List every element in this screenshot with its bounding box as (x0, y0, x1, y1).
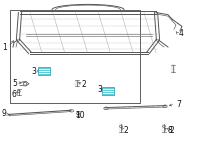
Text: 2: 2 (169, 126, 174, 135)
Text: 3: 3 (31, 67, 36, 76)
Text: 5: 5 (12, 78, 17, 88)
FancyBboxPatch shape (38, 67, 50, 75)
Text: 10: 10 (75, 111, 85, 120)
Text: 6: 6 (12, 90, 17, 99)
Text: 9: 9 (2, 109, 7, 118)
Text: 2: 2 (81, 80, 86, 89)
Text: 7: 7 (176, 100, 181, 109)
Text: 8: 8 (167, 126, 172, 135)
Text: 1: 1 (3, 42, 7, 52)
FancyBboxPatch shape (102, 87, 114, 95)
Text: 4: 4 (179, 29, 184, 38)
Text: 2: 2 (123, 126, 128, 135)
Bar (10, 10, 140, 103)
Text: 3: 3 (97, 85, 102, 94)
